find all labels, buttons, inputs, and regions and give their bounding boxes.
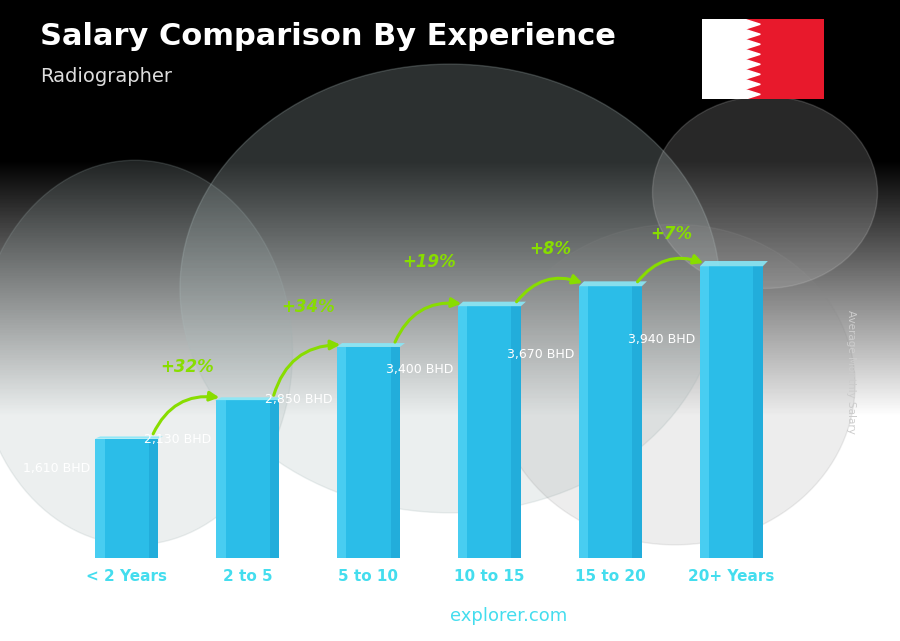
- Polygon shape: [744, 39, 760, 49]
- Ellipse shape: [180, 64, 720, 513]
- Bar: [753, 266, 763, 558]
- Text: 1,610 BHD: 1,610 BHD: [23, 462, 90, 475]
- Text: Salary Comparison By Experience: Salary Comparison By Experience: [40, 22, 616, 51]
- Bar: [579, 287, 642, 558]
- Bar: [337, 347, 400, 558]
- Bar: [744, 19, 824, 99]
- Polygon shape: [744, 29, 760, 39]
- Ellipse shape: [652, 96, 878, 288]
- Bar: [95, 438, 158, 558]
- Text: salary: salary: [389, 607, 450, 625]
- Bar: [702, 19, 744, 99]
- Ellipse shape: [0, 160, 292, 545]
- Polygon shape: [458, 302, 526, 306]
- Text: +34%: +34%: [281, 298, 335, 316]
- Ellipse shape: [495, 224, 855, 545]
- Bar: [391, 347, 400, 558]
- Polygon shape: [744, 89, 760, 99]
- Bar: [511, 306, 521, 558]
- Text: 3,940 BHD: 3,940 BHD: [628, 333, 695, 345]
- Text: explorer.com: explorer.com: [450, 607, 567, 625]
- Bar: [700, 266, 709, 558]
- Polygon shape: [95, 437, 163, 438]
- Polygon shape: [216, 397, 284, 400]
- Bar: [337, 347, 347, 558]
- Text: Radiographer: Radiographer: [40, 67, 173, 87]
- Text: 3,670 BHD: 3,670 BHD: [507, 347, 574, 361]
- Text: +19%: +19%: [402, 253, 456, 271]
- Text: Average Monthly Salary: Average Monthly Salary: [845, 310, 856, 434]
- Text: +8%: +8%: [529, 240, 571, 258]
- Bar: [458, 306, 521, 558]
- Text: +32%: +32%: [160, 358, 214, 376]
- Polygon shape: [579, 281, 647, 287]
- Bar: [579, 287, 589, 558]
- Bar: [216, 400, 226, 558]
- Polygon shape: [337, 343, 405, 347]
- Polygon shape: [744, 60, 760, 69]
- Polygon shape: [744, 79, 760, 89]
- Bar: [148, 438, 158, 558]
- Text: 2,130 BHD: 2,130 BHD: [144, 433, 212, 446]
- Bar: [95, 438, 104, 558]
- Text: 3,400 BHD: 3,400 BHD: [386, 363, 454, 376]
- Bar: [633, 287, 642, 558]
- Polygon shape: [700, 261, 768, 266]
- Text: 2,850 BHD: 2,850 BHD: [265, 393, 332, 406]
- Polygon shape: [744, 69, 760, 79]
- Bar: [216, 400, 279, 558]
- Polygon shape: [744, 19, 760, 29]
- Bar: [700, 266, 763, 558]
- Polygon shape: [744, 49, 760, 60]
- Bar: [270, 400, 279, 558]
- Bar: [458, 306, 467, 558]
- Text: +7%: +7%: [650, 224, 692, 242]
